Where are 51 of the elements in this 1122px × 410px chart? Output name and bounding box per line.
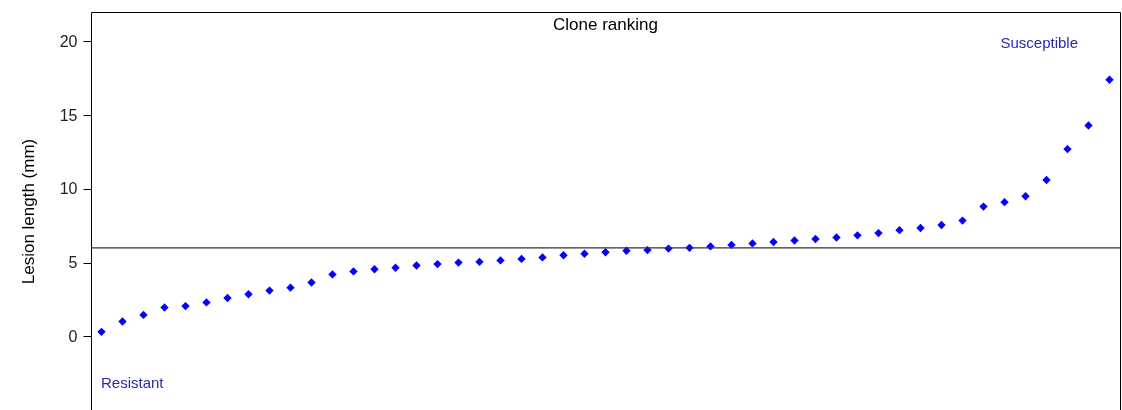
- point: [1042, 175, 1051, 185]
- point: [454, 258, 463, 267]
- point: [496, 256, 505, 265]
- chart-title: Clone ranking: [553, 15, 658, 34]
- point: [244, 290, 253, 299]
- point: [307, 278, 316, 287]
- point: [286, 283, 295, 292]
- point: [748, 239, 757, 248]
- point: [1000, 197, 1009, 207]
- point: [160, 303, 169, 312]
- point: [769, 237, 778, 247]
- y-axis-title: Lesion length (mm): [18, 138, 38, 285]
- y-tick-label: 10: [59, 180, 78, 198]
- y-tick-label: 20: [59, 32, 78, 50]
- annotation: Resistant: [101, 374, 165, 391]
- point: [433, 259, 442, 269]
- point: [874, 228, 883, 238]
- point: [958, 216, 967, 225]
- point: [181, 301, 190, 311]
- point: [139, 310, 148, 320]
- point: [895, 225, 904, 235]
- point: [1063, 144, 1072, 154]
- point: [853, 231, 862, 240]
- point: [223, 293, 232, 303]
- point: [118, 317, 127, 326]
- point: [811, 234, 820, 244]
- y-tick-label: 15: [59, 106, 78, 124]
- point: [832, 233, 841, 242]
- point: [349, 267, 358, 276]
- point: [559, 251, 568, 260]
- point: [538, 253, 547, 262]
- point: [97, 327, 106, 337]
- point: [1105, 75, 1114, 84]
- point: [412, 261, 421, 270]
- y-tick-label: 5: [68, 254, 78, 272]
- point: [202, 298, 211, 307]
- point: [790, 236, 799, 245]
- point: [517, 254, 526, 264]
- point: [1021, 192, 1030, 201]
- point: [916, 223, 925, 233]
- point: [580, 249, 589, 258]
- point: [475, 257, 484, 267]
- point: [979, 202, 988, 211]
- point: [391, 263, 400, 272]
- point: [370, 265, 379, 274]
- point: [937, 220, 946, 230]
- y-tick-label: 0: [68, 327, 78, 345]
- point: [265, 286, 274, 295]
- point: [1084, 121, 1093, 130]
- point: [328, 270, 337, 279]
- annotation: Susceptible: [1000, 34, 1078, 51]
